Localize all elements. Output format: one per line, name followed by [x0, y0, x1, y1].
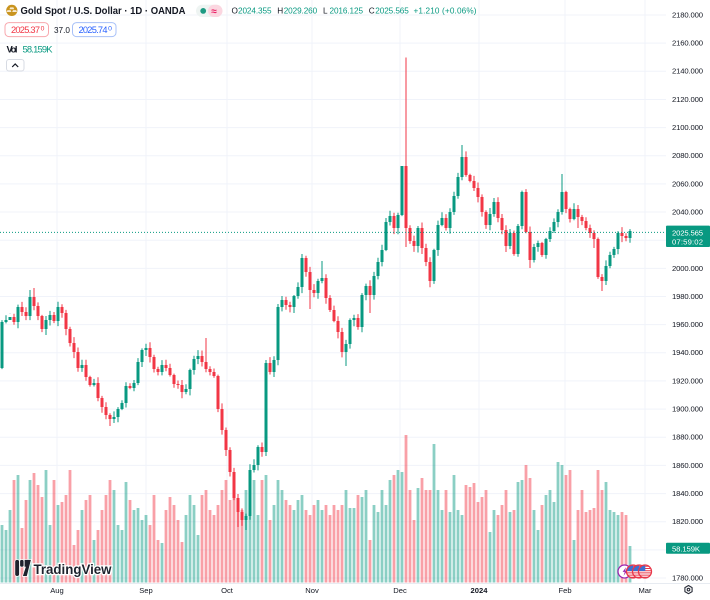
svg-text:2000.000: 2000.000	[672, 264, 703, 273]
svg-text:1820.000: 1820.000	[672, 517, 703, 526]
svg-text:L: L	[323, 7, 328, 16]
svg-text:2016.125: 2016.125	[330, 7, 364, 16]
svg-text:TradingView: TradingView	[34, 562, 112, 577]
svg-text:2160.000: 2160.000	[672, 39, 703, 48]
svg-text:1960.000: 1960.000	[672, 320, 703, 329]
svg-text:2025.74: 2025.74	[79, 25, 108, 35]
svg-text:O: O	[232, 7, 238, 16]
svg-text:2100.000: 2100.000	[672, 123, 703, 132]
svg-text:58.159K: 58.159K	[672, 544, 701, 553]
svg-text:1880.000: 1880.000	[672, 433, 703, 442]
svg-text:2025.565: 2025.565	[375, 7, 409, 16]
svg-text:Dec: Dec	[393, 586, 407, 595]
svg-text:≈: ≈	[211, 7, 217, 18]
svg-text:2120.000: 2120.000	[672, 95, 703, 104]
svg-text:07:59:02: 07:59:02	[672, 237, 703, 246]
svg-text:2180.000: 2180.000	[672, 10, 703, 19]
svg-text:Vol: Vol	[7, 44, 18, 55]
svg-text:37.0: 37.0	[54, 26, 70, 35]
svg-text:Gold Spot / U.S. Dollar · 1D ·: Gold Spot / U.S. Dollar · 1D · OANDA	[21, 5, 186, 17]
svg-text:1940.000: 1940.000	[672, 348, 703, 357]
svg-text:C: C	[369, 7, 375, 16]
svg-text:2080.000: 2080.000	[672, 151, 703, 160]
svg-text:H: H	[277, 7, 283, 16]
svg-text:2140.000: 2140.000	[672, 67, 703, 76]
svg-text:2024.355: 2024.355	[238, 7, 272, 16]
svg-text:Nov: Nov	[305, 586, 319, 595]
svg-text:1920.000: 1920.000	[672, 376, 703, 385]
svg-text:1840.000: 1840.000	[672, 489, 703, 498]
svg-text:Feb: Feb	[558, 586, 571, 595]
svg-text:+1.210 (+0.06%): +1.210 (+0.06%)	[414, 7, 477, 16]
svg-text:Mar: Mar	[638, 586, 652, 595]
svg-text:2040.000: 2040.000	[672, 207, 703, 216]
svg-text:1980.000: 1980.000	[672, 292, 703, 301]
svg-text:Sep: Sep	[139, 586, 153, 595]
svg-text:2025.565: 2025.565	[672, 228, 703, 237]
svg-text:0: 0	[108, 25, 112, 32]
svg-text:1900.000: 1900.000	[672, 405, 703, 414]
svg-text:Aug: Aug	[50, 586, 64, 595]
svg-text:Oct: Oct	[221, 586, 234, 595]
svg-text:0: 0	[41, 25, 45, 32]
svg-text:2025.37: 2025.37	[11, 25, 40, 35]
svg-text:2024: 2024	[471, 586, 489, 595]
svg-text:58.159K: 58.159K	[23, 44, 54, 55]
svg-text:1780.000: 1780.000	[672, 573, 703, 582]
svg-text:2060.000: 2060.000	[672, 179, 703, 188]
svg-text:1860.000: 1860.000	[672, 461, 703, 470]
svg-text:2029.260: 2029.260	[284, 7, 318, 16]
